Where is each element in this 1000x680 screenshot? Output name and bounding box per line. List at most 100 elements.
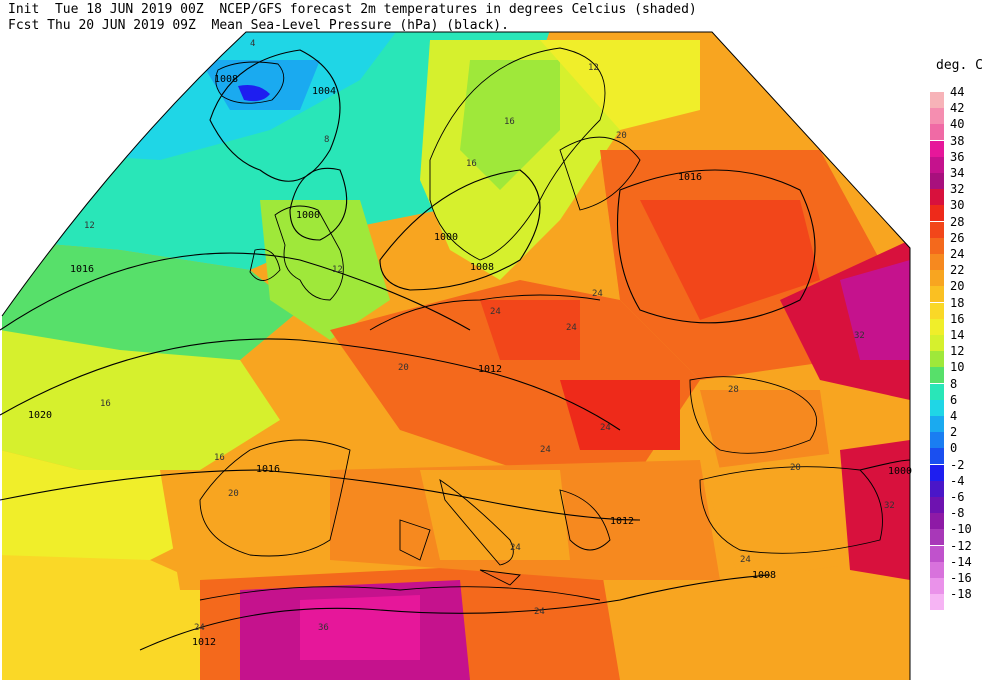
legend-label: 40 <box>950 117 965 132</box>
legend-label: 34 <box>950 166 965 180</box>
legend-swatch <box>930 92 944 108</box>
legend-label: 20 <box>950 279 965 294</box>
legend-swatch <box>930 335 944 351</box>
legend-swatch <box>930 302 944 319</box>
legend-label: 0 <box>950 441 958 456</box>
coastlines <box>199 47 883 601</box>
legend-title: deg. C <box>936 58 983 73</box>
isobar-label: 1000 <box>296 210 320 221</box>
isobar-label: 1016 <box>678 172 702 183</box>
temp-label: 12 <box>332 265 343 275</box>
temp-label: 24 <box>540 445 551 455</box>
legend-label: -10 <box>950 522 972 537</box>
legend-label: 28 <box>950 214 965 229</box>
legend-label: 14 <box>950 328 965 342</box>
isobar-label: 1008 <box>214 74 238 85</box>
temp-label: 20 <box>228 489 239 499</box>
legend-label: 18 <box>950 295 965 310</box>
legend-label: 36 <box>950 149 965 164</box>
legend-label: 32 <box>950 182 965 197</box>
temp-label: 36 <box>318 623 329 633</box>
legend-label: 4 <box>950 409 958 423</box>
temp-label: 24 <box>740 555 751 565</box>
temp-label: 32 <box>854 331 865 341</box>
legend-swatch <box>930 529 944 546</box>
isobar-label: 1008 <box>470 262 494 273</box>
legend-swatch <box>930 254 944 270</box>
legend-label: 12 <box>950 344 965 359</box>
temp-label: 28 <box>728 385 739 395</box>
temp-label: 24 <box>194 623 205 633</box>
temp-label: 4 <box>250 39 255 49</box>
legend-swatch <box>930 108 944 125</box>
temp-label: 32 <box>884 501 895 511</box>
legend-label: -18 <box>950 587 972 602</box>
temp-label: 24 <box>534 607 545 617</box>
legend-label: 6 <box>950 392 958 407</box>
temp-label: 24 <box>490 307 501 317</box>
legend-swatch <box>930 561 944 578</box>
temp-label: 16 <box>504 117 515 127</box>
legend-label: 24 <box>950 247 965 261</box>
legend-swatch <box>930 270 944 287</box>
temp-label: 20 <box>398 363 409 373</box>
isobar-label: 1016 <box>256 464 280 475</box>
isobar-label: 1012 <box>610 516 634 527</box>
legend-swatch <box>930 432 944 449</box>
legend-swatch <box>930 156 944 173</box>
legend-swatch <box>930 351 944 368</box>
legend-swatch <box>930 383 944 400</box>
legend-swatch <box>930 464 944 481</box>
legend-swatch <box>930 578 944 594</box>
isobar-label: 1000 <box>888 466 912 477</box>
legend-label: 16 <box>950 311 965 326</box>
legend-swatch <box>930 318 944 335</box>
legend-label: 44 <box>950 85 965 99</box>
legend-swatch <box>930 545 944 562</box>
temp-label: 24 <box>566 323 577 333</box>
legend-label: -14 <box>950 554 972 569</box>
legend-label: 8 <box>950 376 958 391</box>
temperature-labels: 4 8 12 12 12 16 16 20 20 20 24 24 24 24 … <box>84 39 895 633</box>
legend-label: 30 <box>950 198 965 213</box>
isobars <box>0 49 911 651</box>
isobar-label: 1008 <box>752 570 776 581</box>
legend-swatch <box>930 173 944 189</box>
legend-swatch <box>930 205 944 222</box>
isobar-label: 1004 <box>312 86 336 97</box>
map-boundary <box>1 31 911 680</box>
legend-label: -6 <box>950 490 965 504</box>
isobar-label: 1000 <box>434 232 458 243</box>
legend-swatch <box>930 399 944 416</box>
isobar-label: 1020 <box>28 410 52 421</box>
legend-swatch <box>930 416 944 432</box>
temp-label: 12 <box>588 63 599 73</box>
legend-swatch <box>930 594 944 611</box>
legend-swatch <box>930 497 944 513</box>
isobar-label: 1012 <box>192 637 216 648</box>
legend-label: 38 <box>950 133 965 148</box>
header-init-line: Init Tue 18 JUN 2019 00Z NCEP/GFS foreca… <box>8 2 697 17</box>
temp-label: 16 <box>466 159 477 169</box>
temp-label: 20 <box>616 131 627 141</box>
legend-swatch <box>930 367 944 384</box>
legend-label: 10 <box>950 360 965 375</box>
legend-swatch <box>930 140 944 157</box>
legend-swatch <box>930 124 944 141</box>
temp-label: 16 <box>214 453 225 463</box>
legend-swatch <box>930 221 944 238</box>
legend-label: -16 <box>950 571 972 585</box>
temp-label: 24 <box>510 543 521 553</box>
isobar-label: 1016 <box>70 264 94 275</box>
isobar-labels: 1008 1004 1000 1000 1016 1016 1008 1012 … <box>28 74 912 648</box>
legend-swatch <box>930 189 944 206</box>
legend-label: -2 <box>950 457 965 472</box>
legend-label: 2 <box>950 425 958 440</box>
temp-label: 20 <box>790 463 801 473</box>
legend-label: -12 <box>950 538 972 553</box>
temp-label: 8 <box>324 135 329 145</box>
legend-label: -8 <box>950 506 965 521</box>
isobar-label: 1012 <box>478 364 502 375</box>
